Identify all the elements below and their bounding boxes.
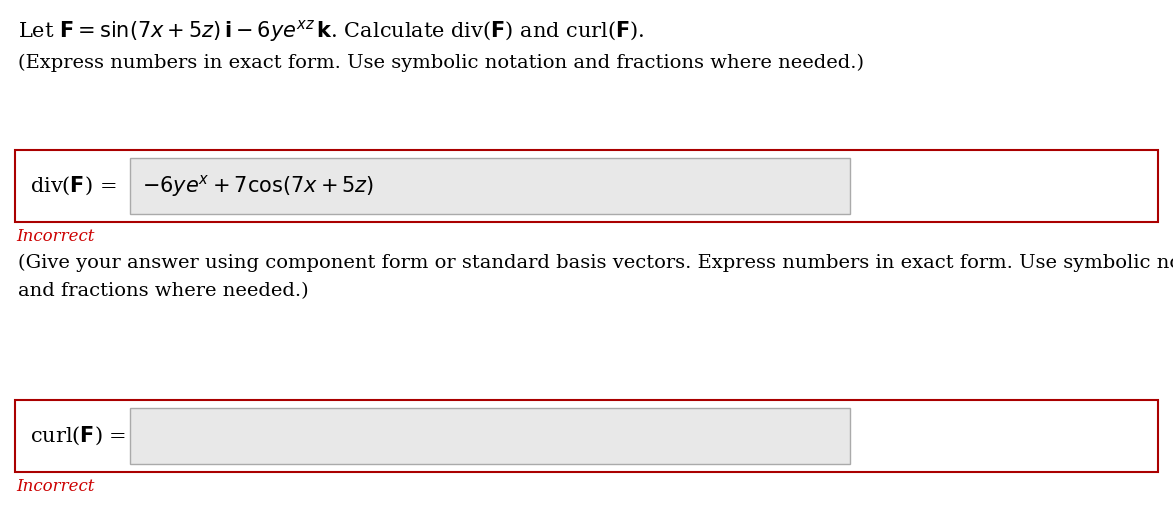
Text: and fractions where needed.): and fractions where needed.) (18, 282, 308, 300)
Text: Incorrect: Incorrect (16, 478, 94, 495)
Text: Let $\mathbf{F} = \sin(7x + 5z)\,\mathbf{i} - 6ye^{xz}\,\mathbf{k}$. Calculate d: Let $\mathbf{F} = \sin(7x + 5z)\,\mathbf… (18, 18, 645, 44)
FancyBboxPatch shape (15, 400, 1158, 472)
Text: (Express numbers in exact form. Use symbolic notation and fractions where needed: (Express numbers in exact form. Use symb… (18, 54, 865, 72)
Text: Incorrect: Incorrect (16, 228, 94, 245)
FancyBboxPatch shape (130, 408, 850, 464)
Text: curl($\mathbf{F}$) =: curl($\mathbf{F}$) = (30, 425, 127, 447)
Text: (Give your answer using component form or standard basis vectors. Express number: (Give your answer using component form o… (18, 254, 1173, 272)
Text: div($\mathbf{F}$) =: div($\mathbf{F}$) = (30, 175, 116, 197)
Text: $-6ye^{x} + 7\cos(7x + 5z)$: $-6ye^{x} + 7\cos(7x + 5z)$ (142, 173, 374, 199)
FancyBboxPatch shape (15, 150, 1158, 222)
FancyBboxPatch shape (130, 158, 850, 214)
